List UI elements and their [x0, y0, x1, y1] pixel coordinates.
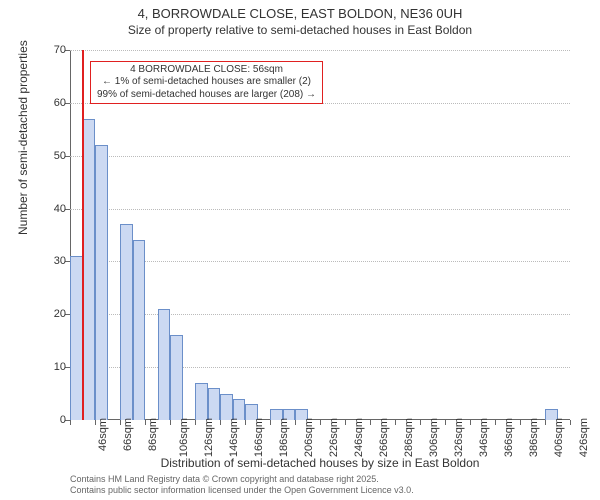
histogram-bar: [83, 119, 96, 420]
page-title: 4, BORROWDALE CLOSE, EAST BOLDON, NE36 0…: [0, 6, 600, 21]
highlight-line: [82, 50, 84, 420]
y-axis-label: Number of semi-detached properties: [16, 40, 30, 235]
annotation-box: 4 BORROWDALE CLOSE: 56sqm← 1% of semi-de…: [90, 61, 323, 105]
y-tick-label: 0: [36, 414, 66, 426]
x-tick-label: 366sqm: [503, 418, 515, 457]
x-tick: [545, 420, 546, 425]
x-tick: [70, 420, 71, 425]
x-tick-label: 246sqm: [353, 418, 365, 457]
x-tick: [320, 420, 321, 425]
histogram-bar: [170, 335, 183, 420]
y-tick-label: 30: [36, 255, 66, 267]
y-tick-label: 50: [36, 150, 66, 162]
x-tick-label: 286sqm: [403, 418, 415, 457]
x-tick-label: 206sqm: [303, 418, 315, 457]
x-tick-label: 166sqm: [253, 418, 265, 457]
x-tick-label: 306sqm: [428, 418, 440, 457]
y-tick-label: 20: [36, 308, 66, 320]
x-tick-label: 326sqm: [453, 418, 465, 457]
y-tick-label: 10: [36, 361, 66, 373]
histogram-bar: [158, 309, 171, 420]
x-tick-label: 226sqm: [328, 418, 340, 457]
x-tick-label: 406sqm: [553, 418, 565, 457]
histogram-bar: [233, 399, 246, 420]
histogram-bar: [120, 224, 133, 420]
y-gridline: [70, 156, 570, 157]
histogram-plot: 01020304050607046sqm66sqm86sqm106sqm126s…: [70, 50, 570, 420]
annotation-line: 99% of semi-detached houses are larger (…: [97, 89, 316, 102]
page-subtitle: Size of property relative to semi-detach…: [0, 23, 600, 37]
y-gridline: [70, 367, 570, 368]
histogram-bar: [220, 394, 233, 420]
footer-attribution: Contains HM Land Registry data © Crown c…: [70, 474, 414, 496]
y-gridline: [70, 209, 570, 210]
x-axis-label: Distribution of semi-detached houses by …: [70, 456, 570, 470]
histogram-bar: [133, 240, 146, 420]
histogram-bar: [95, 145, 108, 420]
y-tick-label: 40: [36, 203, 66, 215]
x-tick-label: 46sqm: [97, 418, 109, 451]
x-tick-label: 266sqm: [378, 418, 390, 457]
x-tick: [145, 420, 146, 425]
x-tick: [120, 420, 121, 425]
x-tick: [95, 420, 96, 425]
x-tick: [520, 420, 521, 425]
x-tick: [470, 420, 471, 425]
x-tick-label: 186sqm: [278, 418, 290, 457]
y-gridline: [70, 314, 570, 315]
y-gridline: [70, 50, 570, 51]
x-tick: [445, 420, 446, 425]
x-tick-label: 346sqm: [478, 418, 490, 457]
x-tick-label: 106sqm: [178, 418, 190, 457]
x-tick-label: 386sqm: [528, 418, 540, 457]
x-tick: [420, 420, 421, 425]
x-tick-label: 426sqm: [578, 418, 590, 457]
x-tick: [395, 420, 396, 425]
x-tick: [195, 420, 196, 425]
x-tick: [295, 420, 296, 425]
y-gridline: [70, 261, 570, 262]
x-tick: [170, 420, 171, 425]
x-tick-label: 146sqm: [228, 418, 240, 457]
x-tick-label: 126sqm: [203, 418, 215, 457]
x-tick: [245, 420, 246, 425]
x-tick-label: 66sqm: [122, 418, 134, 451]
y-tick-label: 60: [36, 97, 66, 109]
x-tick: [270, 420, 271, 425]
footer-line-2: Contains public sector information licen…: [70, 485, 414, 496]
annotation-line: 4 BORROWDALE CLOSE: 56sqm: [97, 64, 316, 77]
x-tick: [495, 420, 496, 425]
x-tick: [345, 420, 346, 425]
footer-line-1: Contains HM Land Registry data © Crown c…: [70, 474, 414, 485]
x-tick: [220, 420, 221, 425]
y-tick-label: 70: [36, 44, 66, 56]
x-tick: [370, 420, 371, 425]
annotation-line: ← 1% of semi-detached houses are smaller…: [97, 76, 316, 89]
histogram-bar: [195, 383, 208, 420]
x-tick-label: 86sqm: [147, 418, 159, 451]
histogram-bar: [208, 388, 221, 420]
x-tick: [570, 420, 571, 425]
